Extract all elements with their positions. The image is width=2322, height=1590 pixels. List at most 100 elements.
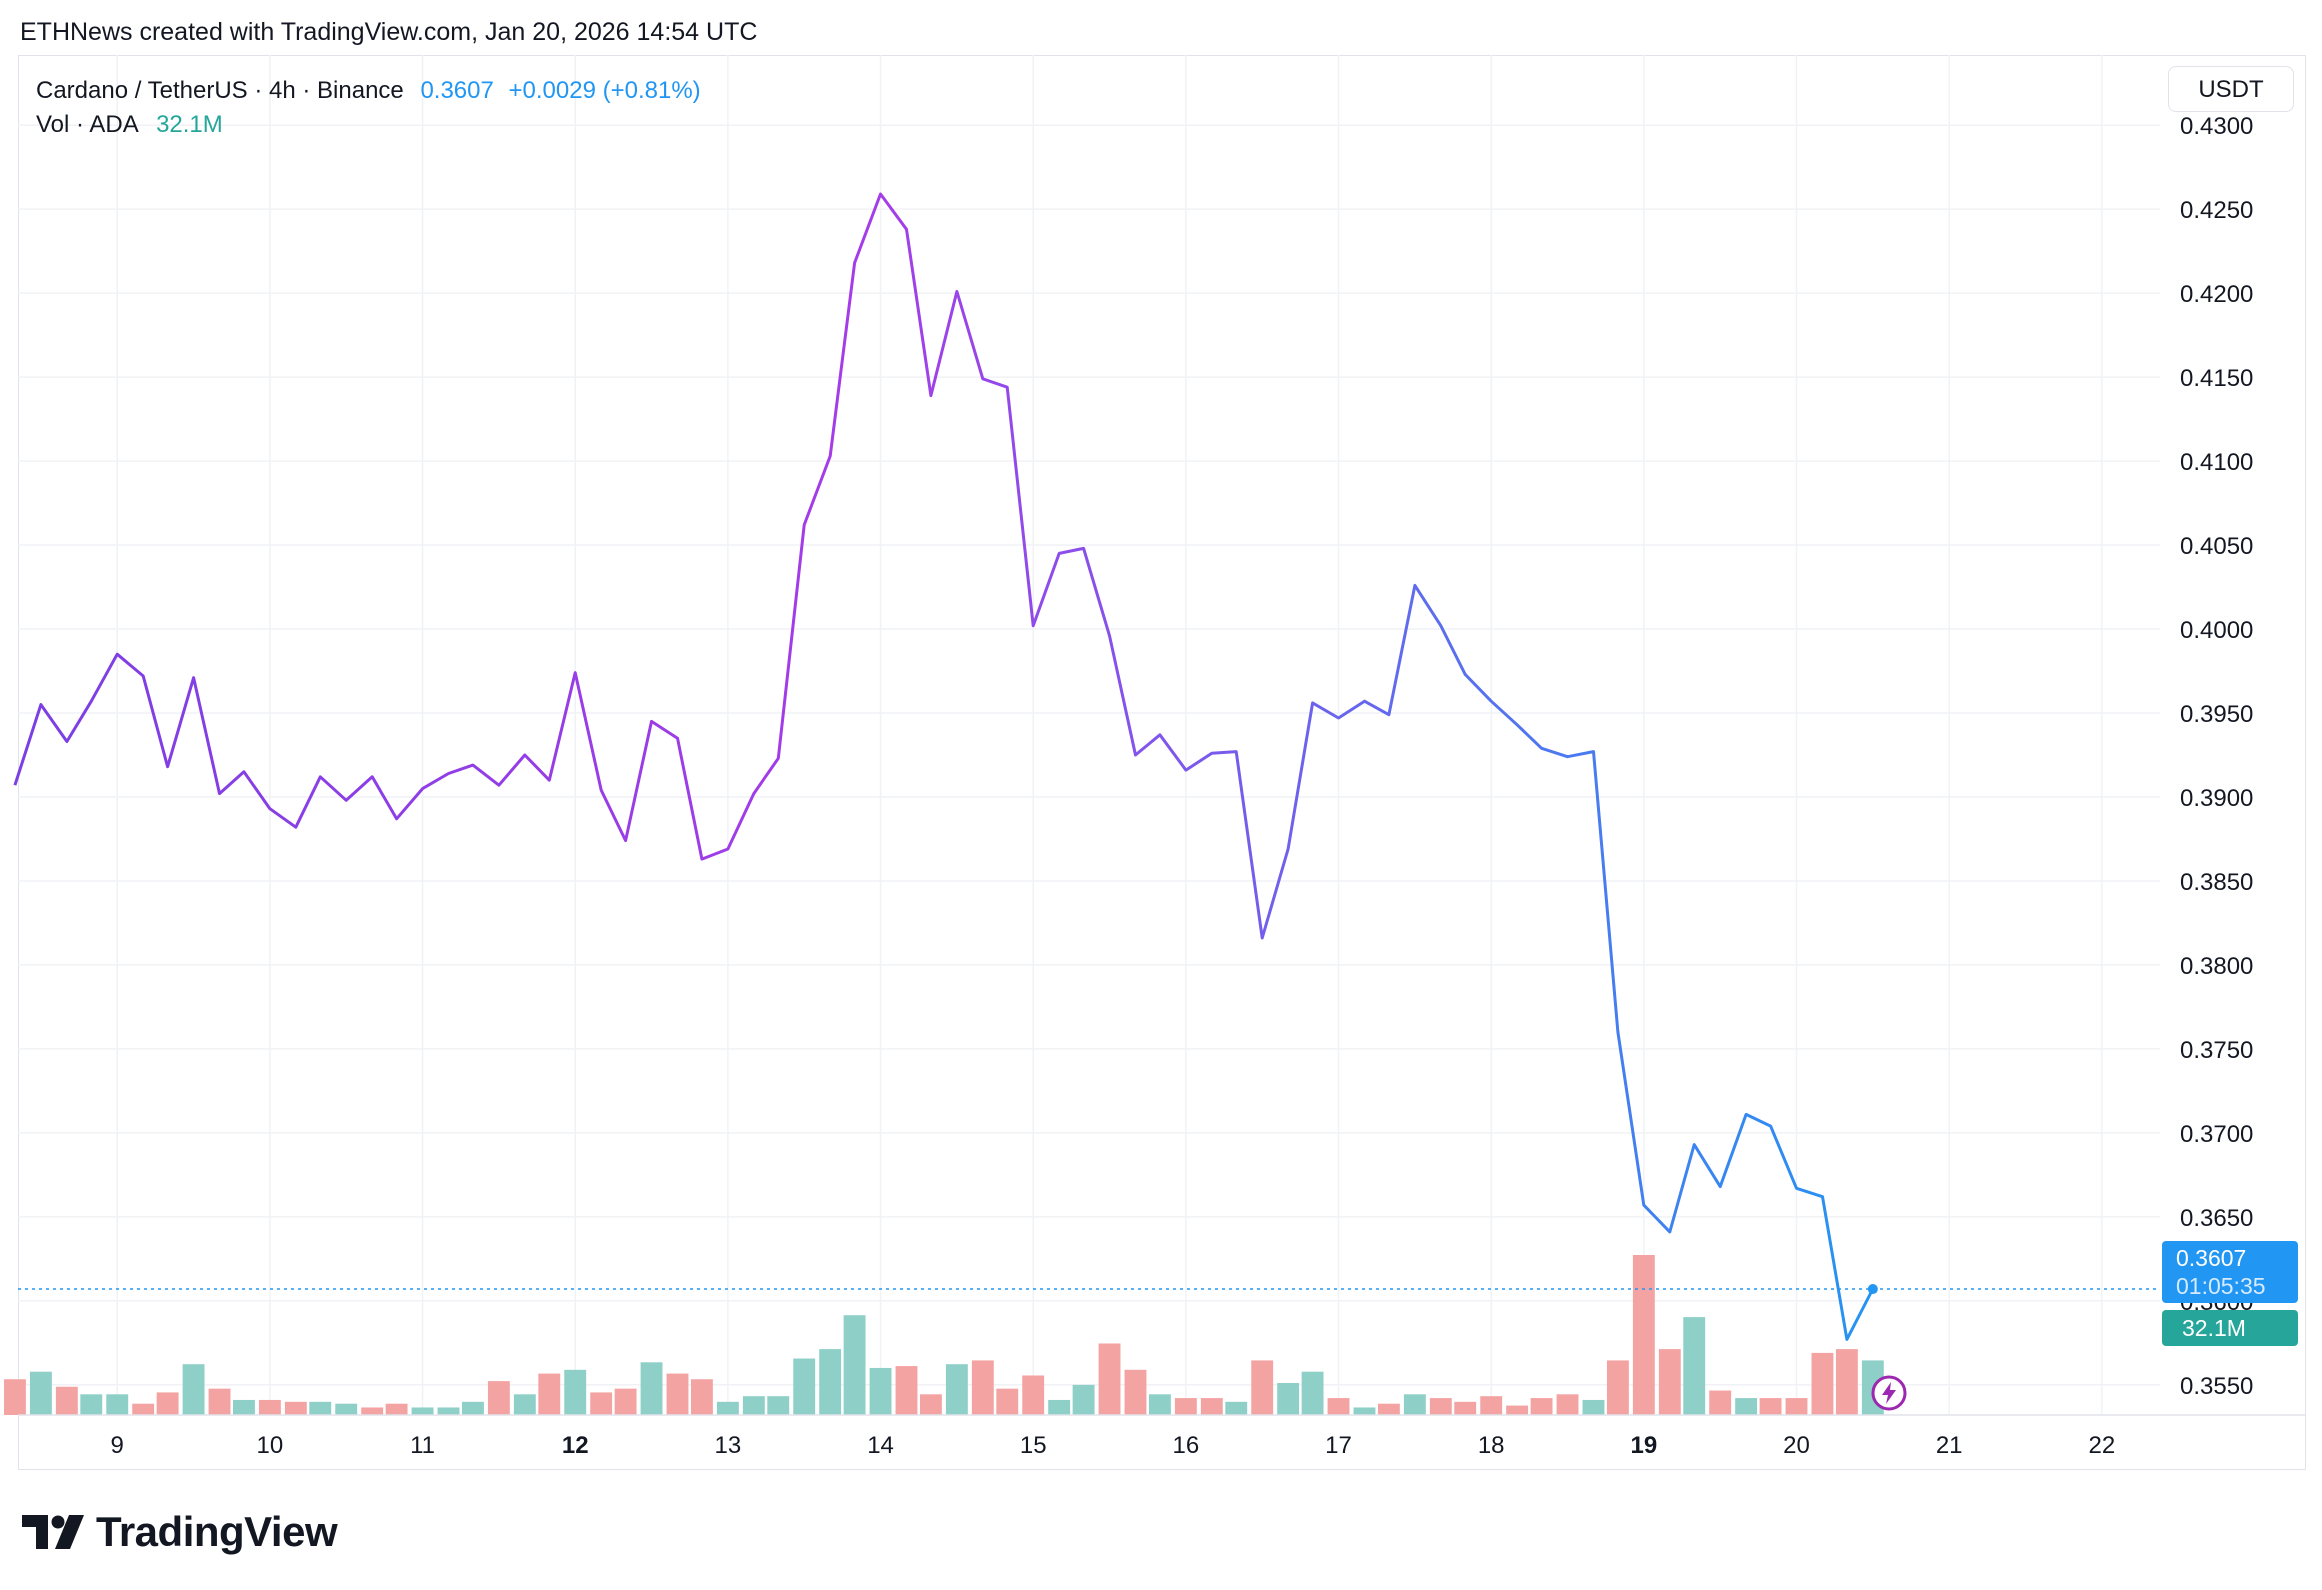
lightning-icon[interactable] (1870, 1374, 1908, 1412)
volume-bar (1429, 1398, 1452, 1415)
volume-bar (55, 1386, 78, 1415)
x-tick-label: 20 (1783, 1432, 1810, 1459)
volume-bar (1480, 1396, 1503, 1415)
tradingview-wordmark: TradingView (96, 1508, 338, 1555)
x-tick-label: 15 (1020, 1432, 1047, 1459)
y-tick-label: 0.3700 (2180, 1121, 2253, 1148)
volume-bar (1506, 1405, 1529, 1415)
volume-bar (437, 1407, 460, 1415)
volume-bar (1124, 1369, 1147, 1415)
y-tick-label: 0.3800 (2180, 953, 2253, 980)
price-series-line (13, 192, 1875, 1341)
volume-bar (1327, 1398, 1350, 1415)
volume-bar (564, 1369, 587, 1415)
volume-bar (258, 1399, 281, 1415)
volume-label[interactable]: Vol · ADA (36, 111, 138, 138)
volume-bar (945, 1364, 968, 1415)
volume-bar (232, 1399, 255, 1415)
volume-bar (182, 1364, 205, 1415)
volume-bar (1454, 1401, 1477, 1415)
y-tick-label: 0.4200 (2180, 281, 2253, 308)
volume-bar (843, 1315, 866, 1415)
volume-bar (208, 1388, 231, 1415)
volume-bar (767, 1396, 790, 1415)
legend-volume-row: Vol · ADA 32.1M (36, 108, 701, 142)
volume-bar (1759, 1398, 1782, 1415)
volume-bar (1606, 1360, 1629, 1415)
y-tick-label: 0.4000 (2180, 617, 2253, 644)
y-tick-label: 0.4050 (2180, 533, 2253, 560)
y-tick-label: 0.4150 (2180, 365, 2253, 392)
last-price-value: 0.3607 (420, 77, 494, 104)
volume-bars (4, 1255, 1884, 1415)
volume-bar (640, 1362, 663, 1415)
volume-bar (793, 1358, 816, 1415)
volume-bar (4, 1379, 26, 1415)
last-volume-badge: 32.1M (2162, 1310, 2298, 1346)
volume-bar (869, 1367, 892, 1415)
chart-frame (18, 55, 2306, 1470)
volume-bar (1785, 1398, 1808, 1415)
volume-bar (80, 1394, 103, 1415)
volume-bar (487, 1381, 510, 1415)
chart-legend: Cardano / TetherUS · 4h · Binance 0.3607… (36, 74, 701, 142)
y-tick-label: 0.3850 (2180, 869, 2253, 896)
y-tick-label: 0.3650 (2180, 1205, 2253, 1232)
volume-bar (971, 1360, 994, 1415)
volume-bar (1174, 1398, 1197, 1415)
volume-bar (690, 1379, 713, 1415)
volume-bar (1556, 1394, 1579, 1415)
volume-bar (742, 1396, 765, 1415)
y-tick-label: 0.3900 (2180, 785, 2253, 812)
volume-bar (284, 1401, 307, 1415)
volume-bar (1251, 1360, 1274, 1415)
volume-bar (666, 1373, 689, 1415)
volume-bar (716, 1401, 739, 1415)
volume-bar (538, 1373, 561, 1415)
volume-bar (1277, 1383, 1300, 1415)
volume-bar (996, 1388, 1019, 1415)
tradingview-mark-icon (22, 1515, 84, 1549)
x-tick-label: 21 (1936, 1432, 1963, 1459)
volume-bar (1735, 1398, 1758, 1415)
volume-bar (1098, 1343, 1121, 1415)
volume-bar (411, 1407, 434, 1415)
volume-bar (156, 1392, 179, 1415)
grid (18, 55, 2160, 1415)
volume-bar (819, 1349, 842, 1415)
volume-bar (1200, 1398, 1223, 1415)
last-price-dot (1867, 1284, 1878, 1295)
currency-button[interactable]: USDT (2168, 66, 2294, 112)
x-tick-label: 13 (715, 1432, 742, 1459)
volume-bar (513, 1394, 536, 1415)
x-tick-label: 12 (562, 1432, 589, 1459)
y-tick-label: 0.4250 (2180, 197, 2253, 224)
price-axis[interactable]: 0.35500.36000.36500.37000.37500.38000.38… (2180, 113, 2253, 1400)
volume-bar (309, 1401, 332, 1415)
volume-bar (1072, 1384, 1095, 1415)
volume-bar (1022, 1375, 1045, 1415)
volume-bar (1225, 1401, 1248, 1415)
volume-bar (1353, 1407, 1376, 1415)
time-axis[interactable]: 9 10 11 12 13 14 15 16 17 18 19 20 21 22 (18, 1414, 2306, 1459)
volume-bar (385, 1403, 408, 1415)
symbol-title[interactable]: Cardano / TetherUS · 4h · Binance (36, 77, 404, 104)
y-tick-label: 0.3750 (2180, 1037, 2253, 1064)
volume-bar (1048, 1399, 1071, 1415)
tradingview-logo[interactable]: TradingView (22, 1508, 338, 1556)
volume-bar (614, 1388, 637, 1415)
volume-bar (1301, 1371, 1324, 1415)
y-tick-label: 0.4300 (2180, 113, 2253, 140)
volume-bar (1683, 1317, 1706, 1415)
badge-price: 0.3607 (2176, 1245, 2247, 1271)
price-chart[interactable]: 0.35500.36000.36500.37000.37500.38000.38… (0, 0, 2322, 1470)
y-tick-label: 0.3950 (2180, 701, 2253, 728)
volume-bar (590, 1392, 613, 1415)
volume-bar (1530, 1398, 1553, 1415)
volume-value: 32.1M (156, 111, 223, 138)
x-tick-label: 9 (111, 1432, 124, 1459)
volume-bar (1835, 1349, 1858, 1415)
price-change-value: +0.0029 (+0.81%) (508, 77, 701, 104)
volume-bar (1148, 1394, 1171, 1415)
volume-bar (1582, 1399, 1605, 1415)
